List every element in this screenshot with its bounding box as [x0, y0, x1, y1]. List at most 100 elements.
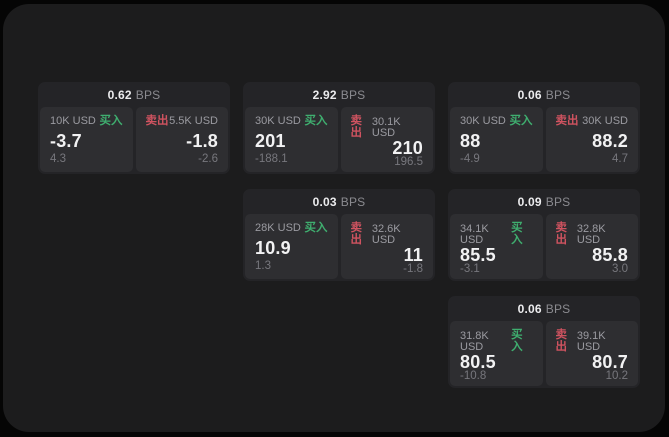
- buy-amount: 10K USD: [50, 115, 96, 128]
- bps-unit-label: BPS: [340, 87, 366, 102]
- bps-value: 0.09: [517, 194, 542, 209]
- quote-card-body: 31.8K USD 买入 80.5 -10.8 卖出 39.1K USD 80.…: [450, 321, 638, 386]
- buy-delta: 4.3: [50, 152, 66, 165]
- quote-card-grid: 0.62 BPS 10K USD 买入 -3.7 4.3 卖出 5.5K USD…: [38, 82, 640, 388]
- sell-price: 11: [403, 245, 423, 265]
- buy-quote-tile[interactable]: 34.1K USD 买入 85.5 -3.1: [450, 214, 543, 279]
- buy-delta: -3.1: [460, 263, 480, 275]
- sell-delta: 10.2: [605, 370, 628, 382]
- buy-quote-tile[interactable]: 10K USD 买入 -3.7 4.3: [40, 107, 133, 172]
- sell-top-row: 卖出 39.1K USD: [555, 329, 629, 353]
- buy-price: 201: [255, 130, 286, 151]
- sell-price: 88.2: [592, 130, 628, 151]
- buy-delta: 1.3: [255, 259, 271, 272]
- sell-badge: 卖出: [350, 115, 363, 139]
- bps-value: 0.06: [517, 301, 542, 316]
- sell-price: -1.8: [186, 130, 218, 151]
- buy-top-row: 28K USD 买入: [255, 222, 328, 235]
- buy-quote-tile[interactable]: 31.8K USD 买入 80.5 -10.8: [450, 321, 543, 386]
- buy-top-row: 31.8K USD 买入: [460, 329, 533, 353]
- sell-top-row: 卖出 32.6K USD: [350, 222, 424, 246]
- bps-unit-label: BPS: [135, 87, 161, 102]
- buy-badge: 买入: [511, 222, 523, 246]
- buy-quote-tile[interactable]: 28K USD 买入 10.9 1.3: [245, 214, 338, 279]
- sell-badge: 卖出: [350, 222, 363, 246]
- sell-top-row: 卖出 32.8K USD: [555, 222, 629, 246]
- sell-quote-tile[interactable]: 卖出 32.8K USD 85.8 3.0: [545, 214, 638, 279]
- bps-value: 0.06: [517, 87, 542, 102]
- bps-unit-label: BPS: [545, 301, 571, 316]
- sell-amount: 39.1K USD: [576, 329, 606, 353]
- sell-delta: -2.6: [198, 152, 218, 165]
- sell-quote-tile[interactable]: 卖出 5.5K USD -1.8 -2.6: [135, 107, 228, 172]
- sell-amount: 30K USD: [582, 115, 628, 128]
- buy-top-row: 30K USD 买入: [255, 115, 328, 128]
- sell-quote-tile[interactable]: 卖出 32.6K USD 11 -1.8: [340, 214, 433, 279]
- bps-header: 0.06 BPS: [450, 296, 638, 321]
- sell-delta: 3.0: [612, 263, 628, 275]
- buy-amount: 30K USD: [255, 115, 301, 128]
- bps-unit-label: BPS: [545, 87, 571, 102]
- bps-unit-label: BPS: [545, 194, 571, 209]
- bps-unit-label: BPS: [340, 194, 366, 209]
- sell-quote-tile[interactable]: 卖出 30.1K USD 210 196.5: [340, 107, 433, 172]
- bps-header: 0.62 BPS: [40, 82, 228, 107]
- buy-amount: 30K USD: [460, 115, 506, 128]
- buy-quote-tile[interactable]: 30K USD 买入 88 -4.9: [450, 107, 543, 172]
- quote-card: 0.03 BPS 28K USD 买入 10.9 1.3 卖出 32.6K US…: [243, 189, 435, 281]
- sell-top-row: 卖出 5.5K USD: [145, 115, 219, 128]
- sell-quote-tile[interactable]: 卖出 30K USD 88.2 4.7: [545, 107, 638, 172]
- buy-price: -3.7: [50, 130, 82, 151]
- sell-delta: 4.7: [612, 152, 628, 165]
- bps-value: 0.03: [312, 194, 337, 209]
- quote-card: 0.62 BPS 10K USD 买入 -3.7 4.3 卖出 5.5K USD…: [38, 82, 230, 174]
- bps-header: 0.06 BPS: [450, 82, 638, 107]
- quote-card-body: 28K USD 买入 10.9 1.3 卖出 32.6K USD 11 -1.8: [245, 214, 433, 279]
- buy-top-row: 34.1K USD 买入: [460, 222, 533, 246]
- quote-card-body: 34.1K USD 买入 85.5 -3.1 卖出 32.8K USD 85.8…: [450, 214, 638, 279]
- buy-delta: -4.9: [460, 152, 480, 165]
- sell-top-row: 卖出 30K USD: [555, 115, 629, 128]
- buy-quote-tile[interactable]: 30K USD 买入 201 -188.1: [245, 107, 338, 172]
- sell-badge: 卖出: [555, 329, 568, 353]
- buy-badge: 买入: [304, 222, 328, 234]
- buy-top-row: 30K USD 买入: [460, 115, 533, 128]
- quote-card: 0.09 BPS 34.1K USD 买入 85.5 -3.1 卖出 32.8K…: [448, 189, 640, 281]
- buy-price: 85.5: [460, 245, 496, 265]
- buy-amount: 31.8K USD: [460, 329, 489, 353]
- quote-card: 0.06 BPS 30K USD 买入 88 -4.9 卖出 30K USD 8…: [448, 82, 640, 174]
- sell-badge: 卖出: [555, 115, 579, 127]
- buy-delta: -10.8: [460, 370, 487, 382]
- buy-badge: 买入: [304, 115, 328, 127]
- bps-header: 2.92 BPS: [245, 82, 433, 107]
- sell-delta: 196.5: [394, 156, 423, 168]
- buy-amount: 34.1K USD: [460, 222, 489, 246]
- buy-amount: 28K USD: [255, 222, 301, 235]
- bps-header: 0.03 BPS: [245, 189, 433, 214]
- quote-card-body: 10K USD 买入 -3.7 4.3 卖出 5.5K USD -1.8 -2.…: [40, 107, 228, 172]
- quote-card-body: 30K USD 买入 201 -188.1 卖出 30.1K USD 210 1…: [245, 107, 433, 172]
- sell-amount: 30.1K USD: [371, 115, 401, 139]
- sell-amount: 32.8K USD: [576, 222, 606, 246]
- sell-badge: 卖出: [145, 115, 169, 127]
- sell-price: 210: [392, 138, 423, 158]
- bps-value: 2.92: [312, 87, 337, 102]
- buy-delta: -188.1: [255, 152, 288, 165]
- buy-price: 10.9: [255, 237, 291, 258]
- sell-amount: 32.6K USD: [371, 222, 401, 246]
- sell-quote-tile[interactable]: 卖出 39.1K USD 80.7 10.2: [545, 321, 638, 386]
- sell-price: 85.8: [592, 245, 628, 265]
- quote-card-body: 30K USD 买入 88 -4.9 卖出 30K USD 88.2 4.7: [450, 107, 638, 172]
- buy-badge: 买入: [509, 115, 533, 127]
- quote-card: 2.92 BPS 30K USD 买入 201 -188.1 卖出 30.1K …: [243, 82, 435, 174]
- buy-badge: 买入: [99, 115, 123, 127]
- bps-value: 0.62: [107, 87, 132, 102]
- quotes-panel: 0.62 BPS 10K USD 买入 -3.7 4.3 卖出 5.5K USD…: [3, 4, 665, 432]
- sell-top-row: 卖出 30.1K USD: [350, 115, 424, 139]
- sell-delta: -1.8: [403, 263, 423, 275]
- sell-price: 80.7: [592, 352, 628, 372]
- sell-amount: 5.5K USD: [169, 115, 218, 128]
- buy-price: 88: [460, 130, 481, 151]
- buy-top-row: 10K USD 买入: [50, 115, 123, 128]
- sell-badge: 卖出: [555, 222, 568, 246]
